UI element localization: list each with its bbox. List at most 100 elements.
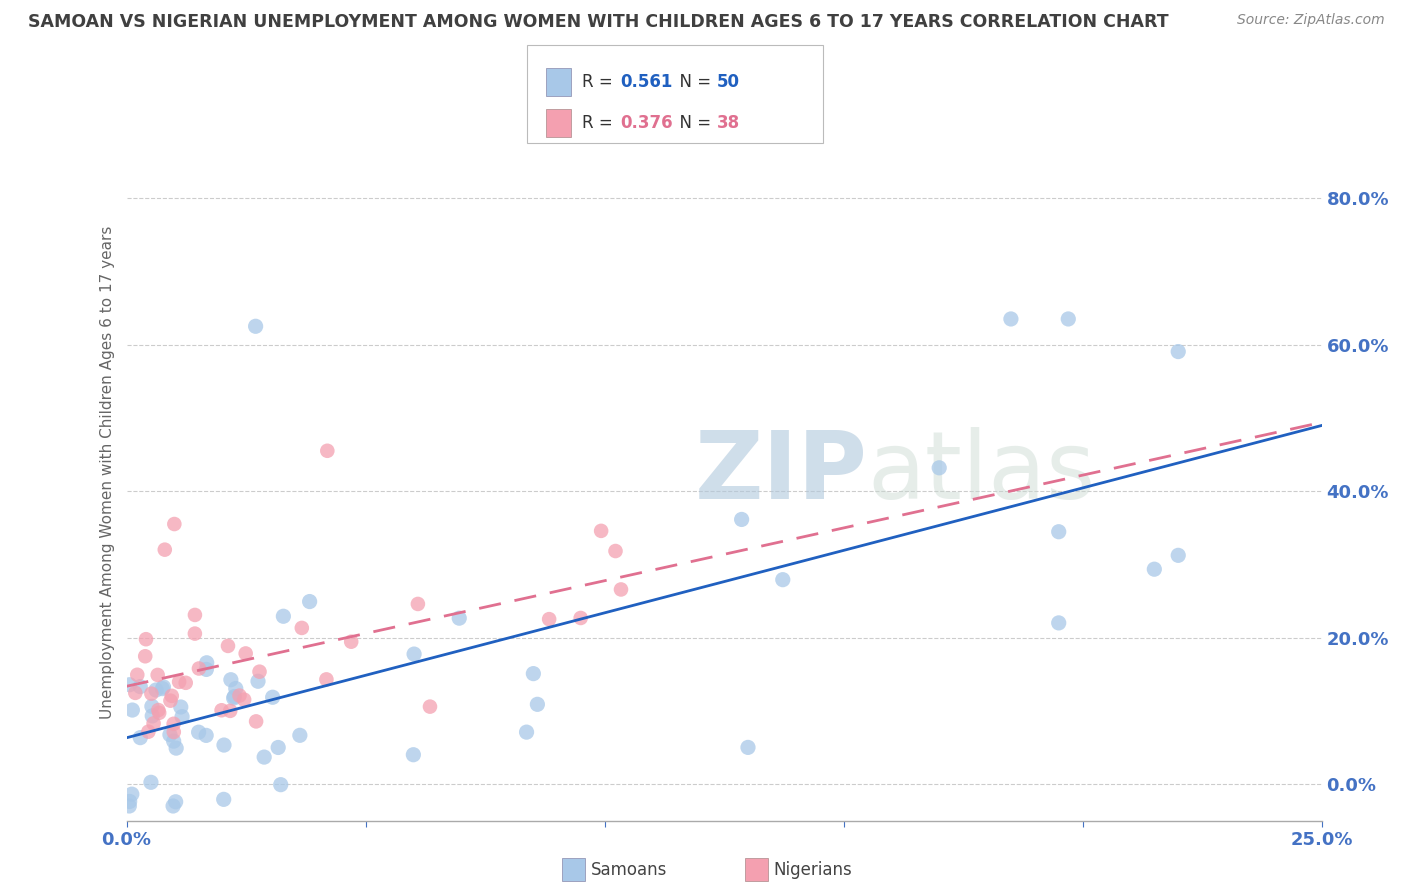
Point — [141, 699, 163, 714]
Point — [121, 703, 143, 717]
Point — [129, 731, 152, 745]
Point — [1047, 524, 1070, 539]
Point — [1000, 312, 1022, 326]
Point — [270, 778, 292, 792]
Point — [121, 787, 143, 801]
Text: Source: ZipAtlas.com: Source: ZipAtlas.com — [1237, 13, 1385, 28]
Point — [160, 689, 183, 703]
Point — [163, 734, 186, 748]
Text: ZIP: ZIP — [695, 426, 868, 519]
Point — [217, 639, 239, 653]
Point — [163, 516, 186, 531]
Point — [212, 738, 235, 752]
Point — [138, 724, 160, 739]
Point — [538, 612, 561, 626]
Point — [569, 611, 592, 625]
Point — [153, 542, 176, 557]
Text: 0.376: 0.376 — [620, 114, 672, 132]
Text: N =: N = — [669, 114, 717, 132]
Point — [291, 621, 314, 635]
Point — [730, 512, 752, 526]
Point — [142, 716, 165, 731]
Point — [610, 582, 633, 597]
Point — [195, 728, 218, 742]
Point — [245, 319, 267, 334]
Text: 38: 38 — [717, 114, 740, 132]
Point — [340, 634, 363, 648]
Point — [273, 609, 295, 624]
Point — [516, 725, 538, 739]
Point — [406, 597, 429, 611]
Point — [219, 673, 242, 687]
Point — [150, 681, 173, 696]
Point — [163, 725, 186, 739]
Point — [262, 690, 284, 705]
Point — [1167, 344, 1189, 359]
Text: atlas: atlas — [868, 426, 1095, 519]
Point — [419, 699, 441, 714]
Point — [129, 680, 152, 694]
Point — [1047, 615, 1070, 630]
Point — [235, 647, 257, 661]
Text: SAMOAN VS NIGERIAN UNEMPLOYMENT AMONG WOMEN WITH CHILDREN AGES 6 TO 17 YEARS COR: SAMOAN VS NIGERIAN UNEMPLOYMENT AMONG WO… — [28, 13, 1168, 31]
Point — [184, 607, 207, 622]
Point — [219, 704, 242, 718]
Point — [165, 795, 187, 809]
Point — [187, 661, 209, 675]
Text: 50: 50 — [717, 73, 740, 91]
Text: Samoans: Samoans — [591, 861, 666, 879]
Point — [172, 709, 194, 723]
Point — [159, 693, 181, 707]
Point — [247, 674, 270, 689]
Point — [184, 626, 207, 640]
Point — [1143, 562, 1166, 576]
Point — [224, 690, 246, 704]
Point — [1167, 549, 1189, 563]
Text: N =: N = — [669, 73, 717, 91]
Point — [118, 678, 141, 692]
Text: 0.561: 0.561 — [620, 73, 672, 91]
Y-axis label: Unemployment Among Women with Children Ages 6 to 17 years: Unemployment Among Women with Children A… — [100, 226, 115, 720]
Point — [772, 573, 794, 587]
Point — [163, 716, 186, 731]
Text: R =: R = — [582, 114, 619, 132]
Point — [298, 594, 321, 608]
Point — [165, 741, 187, 756]
Point — [249, 665, 271, 679]
Point — [135, 632, 157, 647]
Point — [591, 524, 613, 538]
Point — [315, 673, 337, 687]
Point — [127, 667, 149, 681]
Point — [141, 687, 163, 701]
Point — [124, 686, 146, 700]
Point — [1057, 312, 1080, 326]
Point — [152, 680, 174, 694]
Point — [148, 706, 170, 720]
Point — [402, 747, 425, 762]
Point — [222, 691, 245, 706]
Point — [737, 740, 759, 755]
Point — [141, 709, 163, 723]
Point — [162, 799, 184, 814]
Point — [146, 668, 169, 682]
Point — [522, 666, 544, 681]
Point — [118, 799, 141, 814]
Point — [145, 683, 167, 698]
Point — [449, 611, 471, 625]
Point — [159, 728, 181, 742]
Point — [245, 714, 267, 729]
Point — [174, 675, 197, 690]
Point — [134, 649, 156, 664]
Point — [928, 460, 950, 475]
Point — [148, 703, 170, 717]
Point — [526, 698, 548, 712]
Point — [118, 794, 141, 808]
Point — [267, 740, 290, 755]
Point — [211, 703, 233, 717]
Point — [228, 689, 250, 703]
Point — [288, 728, 311, 742]
Point — [187, 725, 209, 739]
Point — [404, 647, 426, 661]
Point — [225, 681, 247, 696]
Point — [253, 750, 276, 764]
